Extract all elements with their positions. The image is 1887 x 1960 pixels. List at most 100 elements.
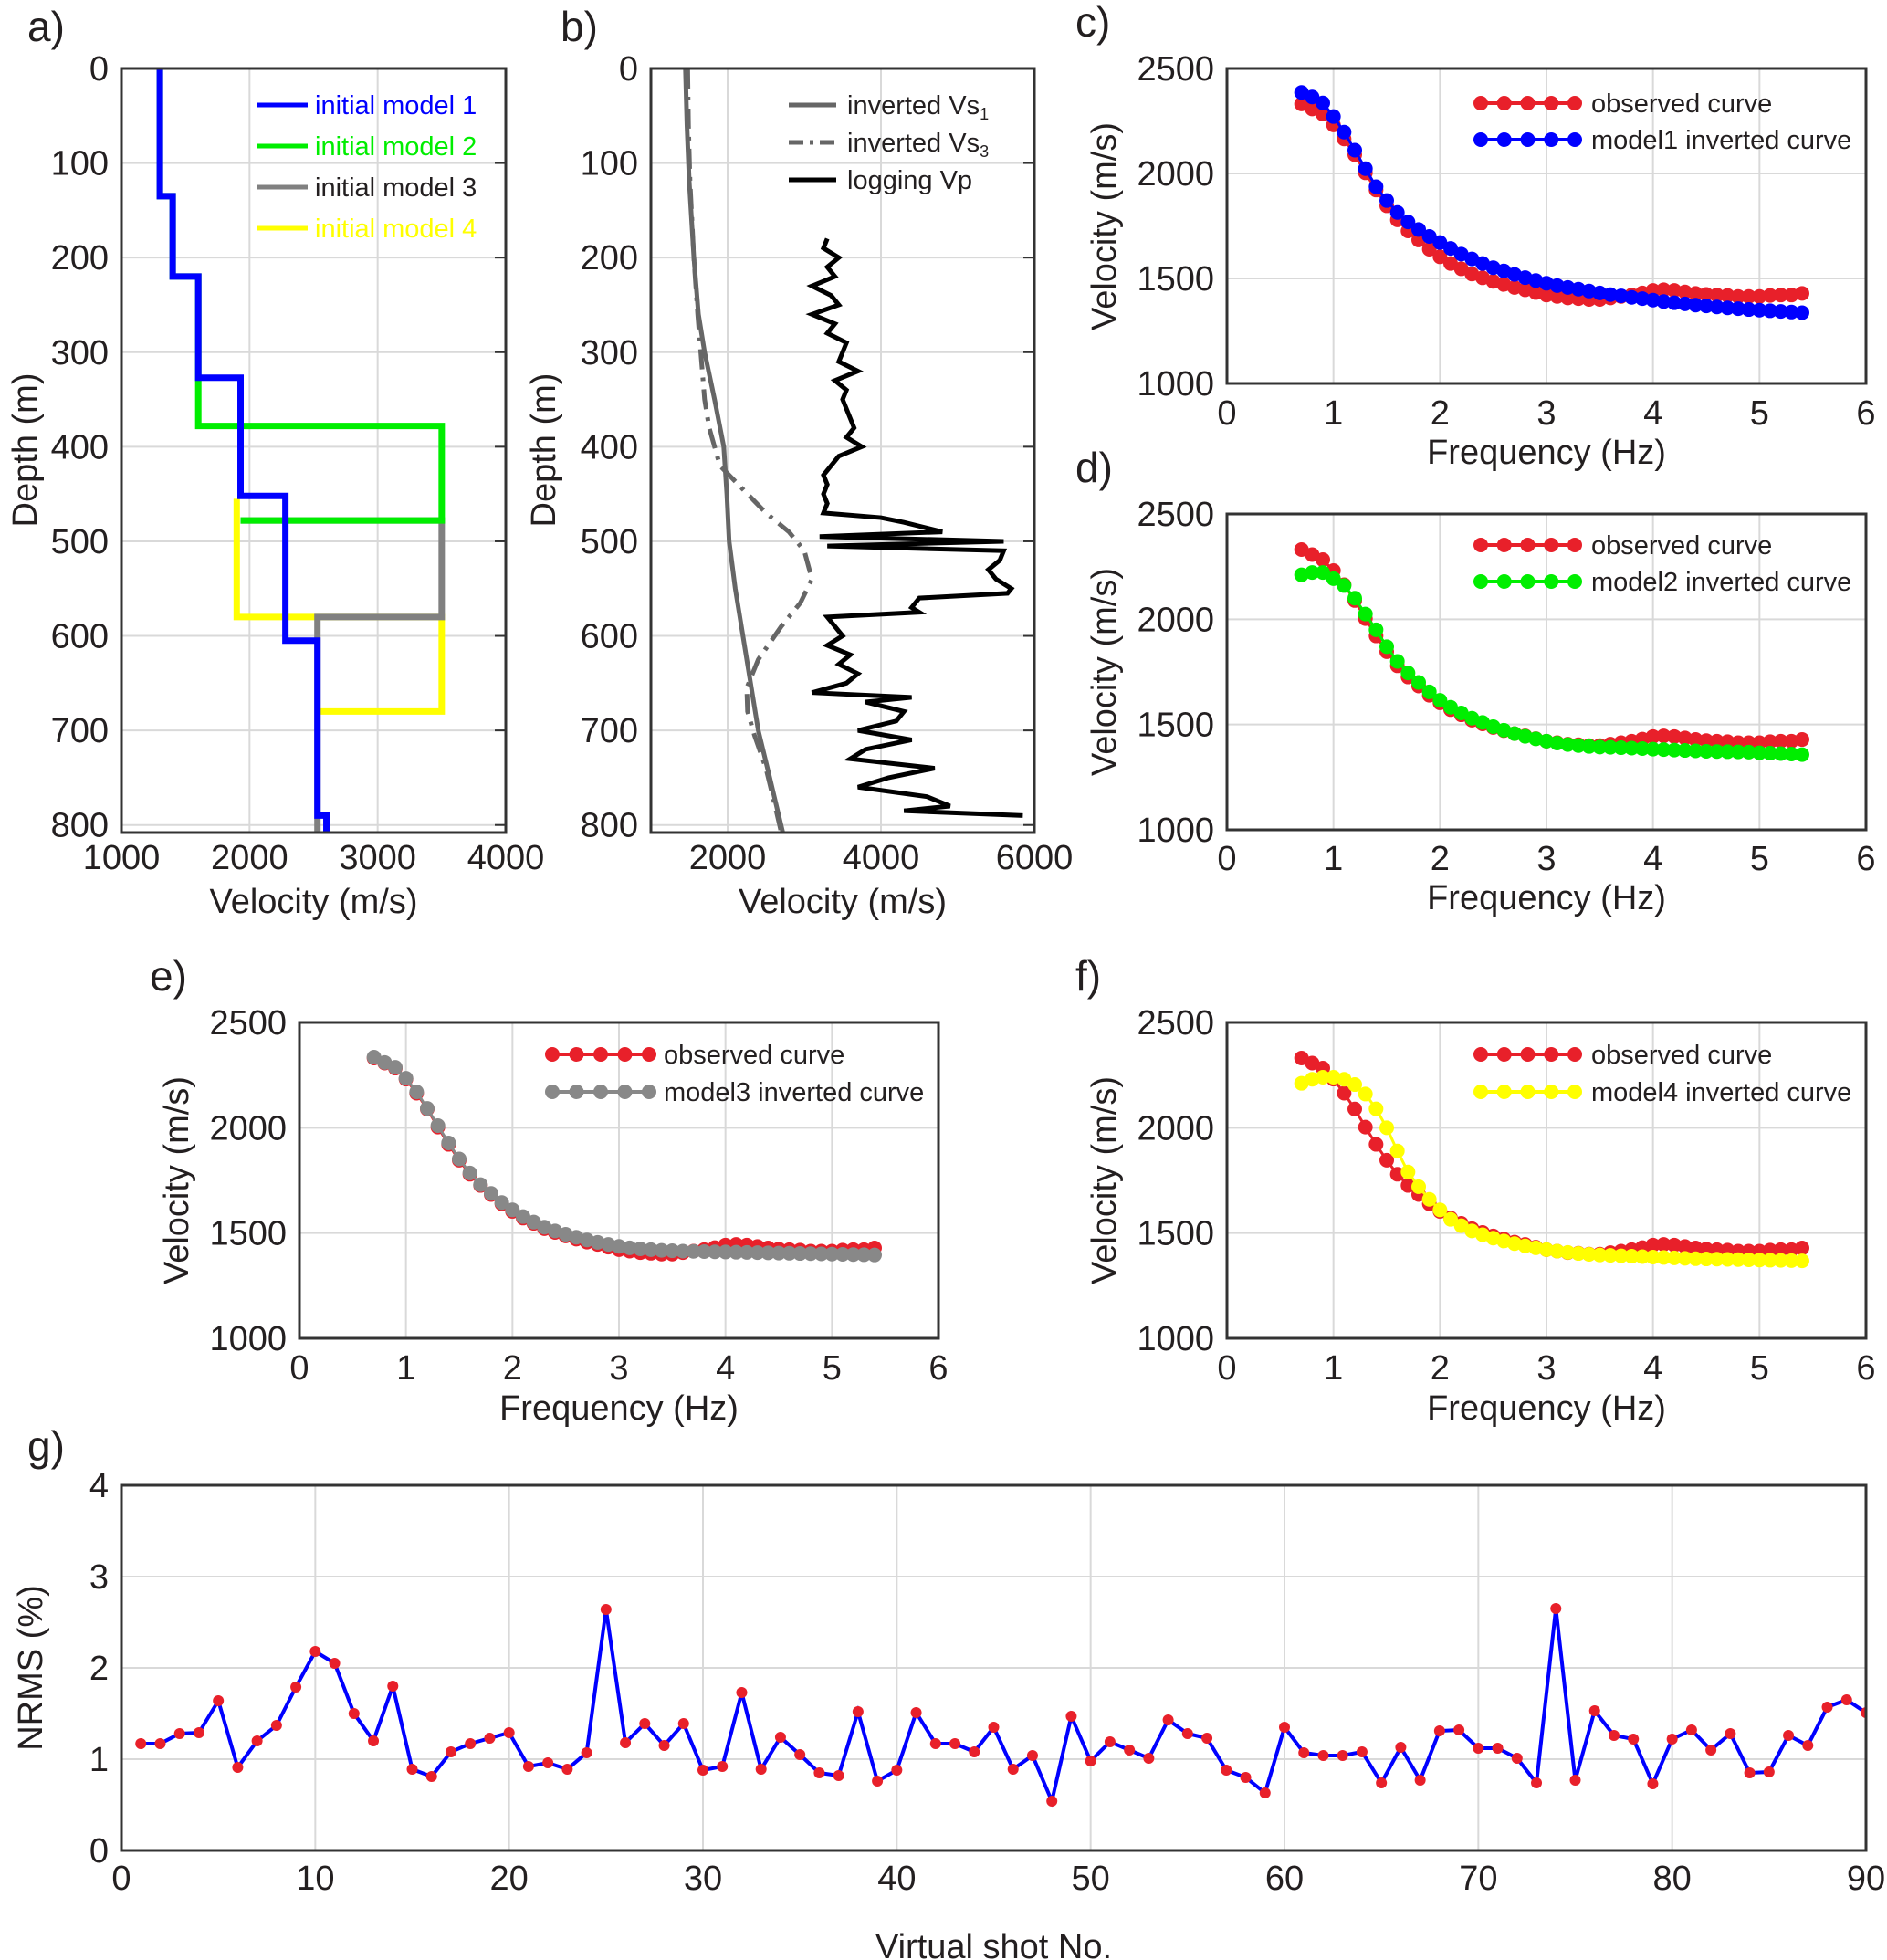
data-point (1421, 229, 1437, 244)
x-tick-label: 5 (1750, 1349, 1769, 1388)
data-point (813, 1767, 825, 1778)
data-point (1379, 1120, 1394, 1136)
legend-text: observed curve (664, 1041, 844, 1070)
data-point (1709, 288, 1725, 303)
data-point (1201, 1733, 1213, 1744)
data-point (1667, 1250, 1682, 1265)
x-tick-label: 4 (1643, 840, 1662, 878)
plot-area (651, 68, 1034, 833)
legend-text: inverted Vs (847, 91, 980, 121)
data-point (771, 1245, 786, 1261)
data-point (1763, 746, 1777, 761)
data-point (1688, 743, 1704, 759)
legend-marker (1496, 1047, 1512, 1062)
data-point (441, 1135, 456, 1150)
data-point (803, 1246, 818, 1262)
data-point (1368, 179, 1384, 194)
data-point (542, 1757, 554, 1768)
legend-marker (1496, 574, 1512, 589)
legend-marker (1496, 96, 1512, 110)
data-point (1773, 1253, 1788, 1268)
data-point (1432, 235, 1448, 250)
data-point (1379, 639, 1394, 655)
x-tick-label: 1000 (83, 839, 161, 877)
data-point (1549, 735, 1565, 750)
legend-marker (1520, 132, 1536, 147)
data-point (1613, 1248, 1629, 1263)
data-point (1709, 744, 1725, 760)
data-point (1783, 1730, 1795, 1741)
legend-marker (593, 1047, 608, 1062)
data-point (1741, 302, 1756, 318)
data-point (368, 1735, 380, 1746)
data-point (1046, 1796, 1058, 1807)
panel-g: 0 10 20 30 40 50 60 70 80 90 0 1 2 3 4 g) Virtual shot N… (12, 1422, 1885, 1960)
data-point (1635, 740, 1650, 756)
legend-text: model3 inverted curve (664, 1078, 924, 1107)
legend-label: inverted Vs3 (847, 129, 989, 161)
data-point (969, 1746, 980, 1757)
data-point (755, 1764, 767, 1775)
panel-label: c) (1075, 0, 1110, 46)
data-point (1688, 1241, 1704, 1256)
data-point (1368, 1101, 1384, 1116)
x-axis-label: Velocity (m/s) (209, 883, 417, 921)
x-tick-label: 80 (1653, 1860, 1692, 1898)
data-point (473, 1177, 488, 1192)
data-point (1379, 193, 1394, 208)
legend-label: logging Vp (847, 166, 972, 195)
data-point (484, 1733, 496, 1744)
series-line-0 (156, 68, 330, 833)
x-tick-label: 2000 (211, 839, 288, 877)
data-point (1326, 109, 1341, 124)
data-point (445, 1746, 456, 1757)
data-point (420, 1101, 435, 1116)
data-point (1279, 1722, 1290, 1733)
legend-marker (1544, 538, 1559, 552)
legend-marker (1473, 574, 1488, 589)
data-point (1358, 1086, 1373, 1102)
data-point (1571, 1246, 1586, 1262)
panel-label: e) (150, 952, 187, 1000)
data-point (1400, 666, 1416, 681)
data-point (949, 1738, 961, 1749)
data-point (1389, 1143, 1405, 1158)
x-tick-label: 1 (396, 1349, 415, 1388)
data-point (503, 1727, 515, 1738)
data-point (1492, 1743, 1504, 1754)
legend-label: observed curve (1591, 531, 1772, 561)
legend-text: model1 inverted curve (1591, 126, 1851, 155)
data-point (676, 1243, 690, 1259)
legend-marker (1520, 1047, 1536, 1062)
data-point (1549, 1243, 1565, 1259)
x-tick-label: 1 (1324, 840, 1343, 878)
data-point (1688, 286, 1704, 301)
data-point (581, 1747, 592, 1758)
data-point (833, 1770, 844, 1781)
data-point (1326, 571, 1341, 586)
legend-label: inverted Vs1 (847, 91, 989, 123)
legend-marker (617, 1047, 633, 1062)
data-point (1752, 745, 1767, 760)
y-tick-label: 4 (89, 1467, 109, 1505)
data-point (1356, 1746, 1368, 1757)
data-point (1647, 1778, 1659, 1789)
data-point (1581, 739, 1597, 754)
legend-marker (1544, 132, 1559, 147)
data-point (1677, 296, 1693, 311)
x-tick-label: 5 (1750, 840, 1769, 878)
legend-marker (1567, 574, 1582, 589)
data-point (1656, 1250, 1672, 1265)
data-point (1795, 1241, 1809, 1256)
legend-marker (1544, 574, 1559, 589)
data-point (232, 1762, 244, 1773)
data-point (1569, 1775, 1581, 1786)
y-tick-label: 400 (51, 428, 109, 466)
data-point (1709, 733, 1725, 749)
data-point (1432, 693, 1448, 708)
data-point (1741, 288, 1756, 304)
data-point (622, 1240, 637, 1255)
y-tick-label: 600 (581, 618, 638, 656)
data-point (1709, 1252, 1725, 1267)
data-point (1795, 747, 1809, 762)
